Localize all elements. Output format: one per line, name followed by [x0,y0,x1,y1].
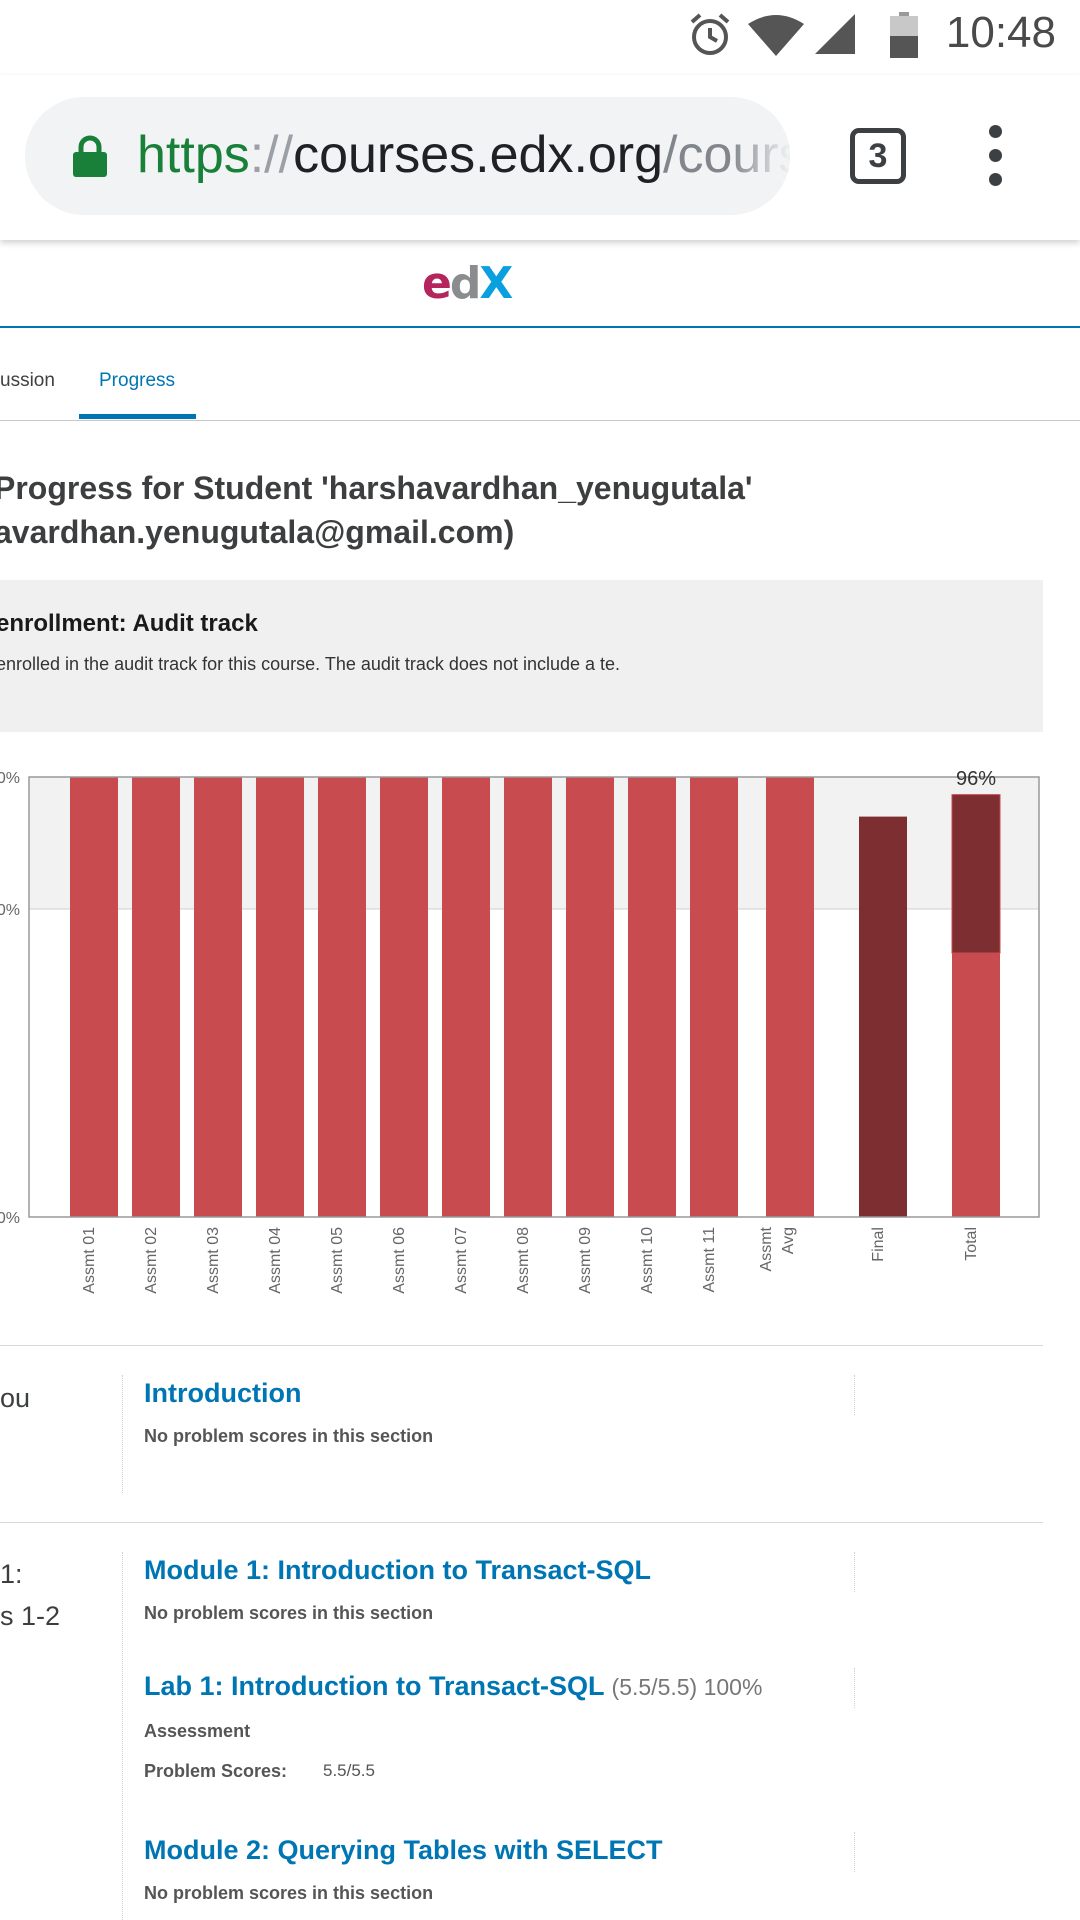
bar-assmt-02 [132,777,180,1217]
chapter-name: ou [0,1383,31,1413]
section-note: No problem scores in this section [144,1426,434,1446]
tick-label: Assmt 07 [453,1227,470,1294]
tick-label: Assmt 05 [329,1227,346,1294]
url-bar[interactable]: https://courses.edx.org/cours [25,97,790,215]
enrollment-text: enrolled in the audit track for this cou… [0,654,621,674]
active-tab-indicator [79,414,196,419]
chapter-name: 1: s 1-2 [0,1559,61,1631]
alarm-icon [690,13,730,55]
tick-label: Assmt 11 [701,1227,718,1293]
tick-label: Assmt 08 [515,1227,532,1294]
assessment-label: Assessment [144,1721,251,1741]
enrollment-heading: enrollment: Audit track [0,610,258,637]
url-text[interactable]: https://courses.edx.org/cours [137,126,790,184]
course-tabs: ussion Progress [0,330,1080,421]
bar-assmt-09 [566,777,614,1217]
grade-chart: Assmt 01 Assmt 02 Assmt 03 Assmt 04 Assmt 05… [0,768,1040,1294]
tick-label: Assmt 02 [143,1227,160,1294]
tick-label: Assmt [758,1226,775,1271]
site-header: edX [0,240,1080,328]
page-title: Progress for Student 'harshavardhan_yenu… [0,470,753,550]
tick-label: Assmt 06 [391,1227,408,1294]
tab-discussion[interactable]: ussion [0,370,55,391]
browser-toolbar: https://courses.edx.org/cours 3 [0,75,1080,240]
tick-label: Assmt 04 [267,1227,284,1294]
section-divider [0,1345,1043,1346]
section-divider [0,1522,1043,1523]
signal-icon [815,14,855,54]
section-score: (5.5/5.5) 100% [611,1674,763,1700]
section-note: No problem scores in this section [144,1883,434,1903]
section-note: No problem scores in this section [144,1603,434,1623]
tab-switcher-button[interactable]: 3 [850,128,906,184]
tick-label: Assmt 10 [639,1227,656,1294]
section-title-link[interactable]: Introduction [144,1378,302,1408]
bar-assmt-07 [442,777,490,1217]
lock-icon [73,135,107,177]
problem-scores-label: Problem Scores: [144,1761,288,1781]
plot-frame [28,776,1040,1218]
tick-label: Assmt 09 [577,1227,594,1294]
tick-label: Total [963,1227,980,1261]
section-title-link[interactable]: Lab 1: Introduction to Transact-SQL (5.5… [144,1671,763,1701]
bar-total-assessments [952,953,1000,1217]
wifi-icon [748,15,804,56]
bar-final [859,816,907,1217]
tick-label: Assmt 03 [205,1227,222,1294]
y-tick-label: 0% [0,902,20,919]
y-tick-label: 0% [0,770,20,787]
tick-label: Assmt 01 [81,1227,98,1294]
bar-assmt-11 [690,777,738,1217]
tick-label: Avg [780,1227,797,1254]
bar-assmt-08 [504,777,552,1217]
edx-logo[interactable]: edX [422,258,513,309]
section-title-link[interactable]: Module 1: Introduction to Transact-SQL [144,1555,652,1585]
tick-label: Final [870,1227,887,1262]
bar-assmt-avg [766,777,814,1217]
bar-assmt-10 [628,777,676,1217]
bar-total-final [951,794,1001,954]
clock: 10:48 [945,8,1056,57]
battery-icon [890,12,918,58]
bar-assmt-04 [256,777,304,1217]
status-bar: 10:48 [0,0,1080,75]
y-tick-label: 0% [0,1210,20,1227]
browser-menu-icon[interactable] [980,125,1010,195]
bar-assmt-01 [70,777,118,1217]
bar-assmt-03 [194,777,242,1217]
problem-scores-value: 5.5/5.5 [323,1761,375,1780]
tab-progress[interactable]: Progress [99,370,176,391]
bar-assmt-05 [318,777,366,1217]
section-title-link[interactable]: Module 2: Querying Tables with SELECT [144,1835,663,1865]
enrollment-notice: enrollment: Audit track enrolled in the … [0,580,1043,732]
total-annotation: 96% [956,768,996,790]
bar-assmt-06 [380,777,428,1217]
